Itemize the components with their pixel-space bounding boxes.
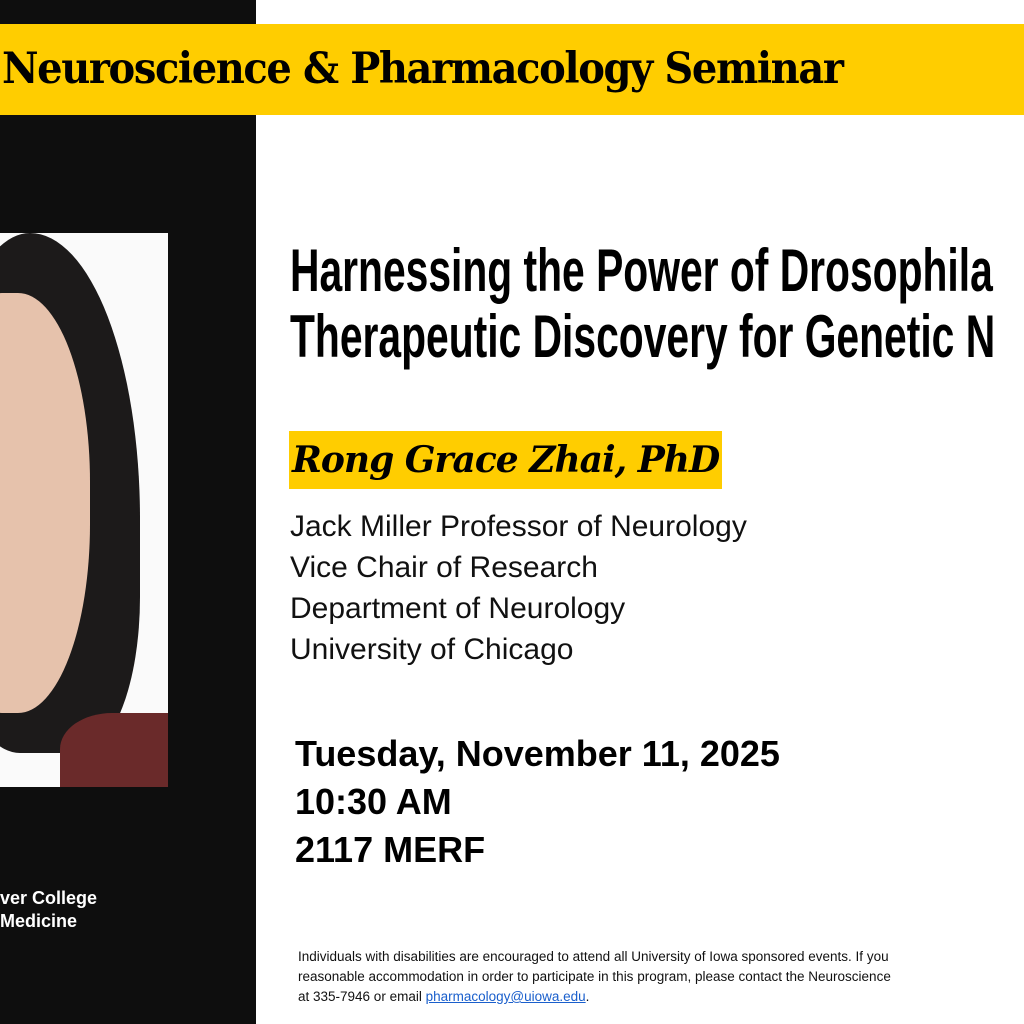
- speaker-affiliations: Jack Miller Professor of Neurology Vice …: [290, 506, 747, 670]
- affiliation: Vice Chair of Research: [290, 551, 598, 584]
- event-details: Tuesday, November 11, 2025 10:30 AM 2117…: [295, 730, 780, 874]
- seminar-title: Neuroscience & Pharmacology Seminar: [2, 44, 844, 94]
- affiliation: University of Chicago: [290, 633, 574, 666]
- affiliation: Jack Miller Professor of Neurology: [290, 510, 747, 543]
- seminar-banner: [0, 24, 1024, 115]
- affiliation: Department of Neurology: [290, 592, 626, 625]
- college-name: ver College Medicine: [0, 888, 98, 931]
- event-date: Tuesday, November 11, 2025: [295, 733, 780, 774]
- speaker-photo: [0, 233, 168, 787]
- accessibility-disclaimer: Individuals with disabilities are encour…: [298, 949, 891, 1004]
- event-time: 10:30 AM: [295, 781, 452, 822]
- event-location: 2117 MERF: [295, 829, 486, 870]
- speaker-name: Rong Grace Zhai, PhD: [289, 431, 723, 489]
- email-link[interactable]: pharmacology@uiowa.edu: [425, 989, 586, 1004]
- talk-title: Harnessing the Power of Drosophila Thera…: [290, 237, 996, 370]
